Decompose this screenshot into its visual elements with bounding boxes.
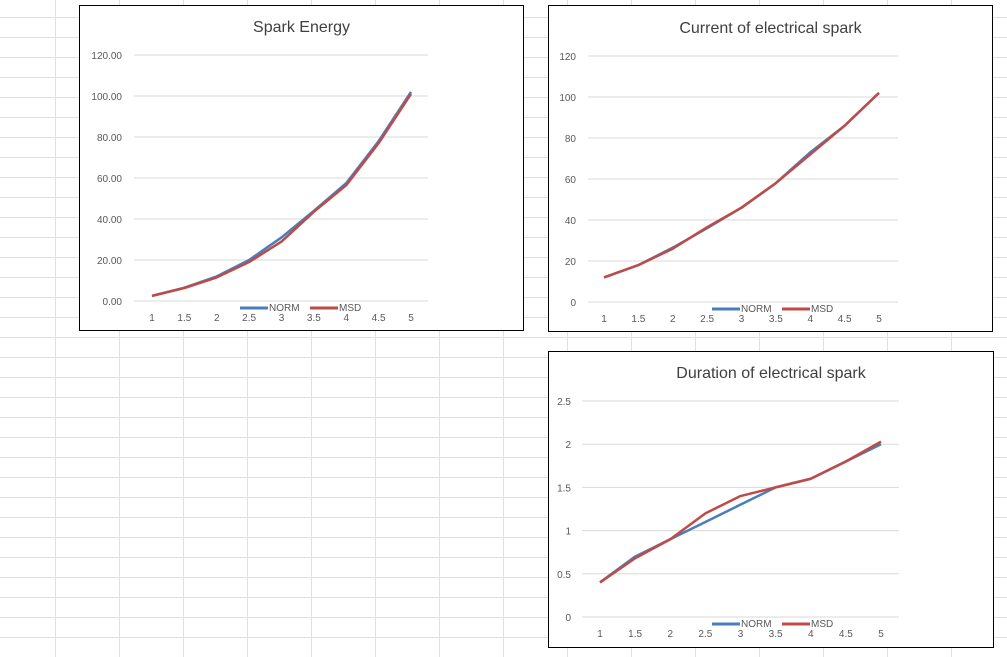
x-tick-label: 1.5	[177, 313, 191, 324]
series-line-norm	[603, 91, 880, 279]
x-tick-label: 2.5	[700, 314, 714, 325]
y-tick-label: 0.5	[557, 570, 571, 581]
x-tick-label: 4	[807, 314, 813, 325]
series-line-norm	[151, 91, 413, 298]
y-tick-label: 40.00	[97, 215, 122, 226]
x-tick-label: 3.5	[307, 313, 321, 324]
x-tick-label: 3.5	[769, 629, 783, 640]
y-tick-label: 0.00	[103, 297, 123, 308]
x-tick-label: 4	[808, 629, 814, 640]
x-tick-label: 4.5	[839, 629, 853, 640]
y-tick-label: 100.00	[91, 92, 122, 103]
y-tick-label: 0	[570, 298, 576, 309]
legend-label: MSD	[811, 304, 833, 315]
legend-label: NORM	[741, 304, 772, 315]
x-tick-label: 1	[597, 629, 603, 640]
x-tick-label: 3	[738, 629, 744, 640]
y-tick-label: 1.5	[557, 483, 571, 494]
x-tick-label: 5	[876, 314, 882, 325]
plot: 0 20 40 60 80 100 120 1 1.5 2 2.5 3 3.5 4 4.5 5 NORM MSD	[559, 52, 898, 325]
chart-duration[interactable]: Duration of electrical spark 0 0.5 1 1.5 2 2.…	[548, 351, 994, 648]
y-tick-label: 80	[565, 134, 577, 145]
y-tick-label: 2	[565, 440, 571, 451]
x-tick-label: 2.5	[698, 629, 712, 640]
chart-title: Duration of electrical spark	[676, 365, 866, 382]
chart-current[interactable]: Current of electrical spark 0 20 40 60 80 100…	[548, 5, 993, 332]
y-tick-label: 80.00	[97, 133, 122, 144]
x-tick-label: 3.5	[769, 314, 783, 325]
x-tick-label: 1	[601, 314, 607, 325]
x-tick-label: 1.5	[628, 629, 642, 640]
y-tick-label: 2.5	[557, 397, 571, 408]
x-tick-label: 2.5	[242, 313, 256, 324]
x-tick-label: 2	[670, 314, 676, 325]
series-line-msd	[603, 91, 880, 279]
x-tick-label: 4	[343, 313, 349, 324]
chart-title: Spark Energy	[253, 19, 350, 36]
legend-label: MSD	[811, 619, 833, 630]
y-tick-label: 20	[565, 257, 577, 268]
plot: 0.00 20.00 40.00 60.00 80.00 100.00 120.00 1 1.5…	[91, 51, 428, 324]
chart-title: Current of electrical spark	[679, 20, 862, 37]
y-tick-label: 20.00	[97, 256, 122, 267]
x-tick-label: 4.5	[838, 314, 852, 325]
x-tick-label: 5	[878, 629, 884, 640]
legend-label: NORM	[269, 303, 300, 314]
x-tick-label: 3	[739, 314, 745, 325]
chart-spark-energy[interactable]: Spark Energy 0.00 20.00 40.00 60.00 80.00 100…	[79, 5, 524, 331]
x-tick-label: 1.5	[631, 314, 645, 325]
x-tick-label: 2	[214, 313, 220, 324]
x-tick-label: 5	[408, 313, 414, 324]
y-tick-label: 40	[565, 216, 577, 227]
y-tick-label: 1	[565, 527, 571, 538]
legend-label: MSD	[339, 303, 361, 314]
x-tick-label: 2	[667, 629, 673, 640]
series-line-msd	[151, 93, 413, 298]
x-tick-label: 1	[149, 313, 155, 324]
y-tick-label: 120	[559, 52, 576, 63]
series-line-msd	[599, 440, 882, 584]
y-tick-label: 60	[565, 175, 577, 186]
plot: 0 0.5 1 1.5 2 2.5 1 1.5 2 2.5 3 3.5 4 4.5 5 NORM MSD	[557, 397, 899, 640]
x-tick-label: 4.5	[372, 313, 386, 324]
y-tick-label: 120.00	[91, 51, 122, 62]
y-tick-label: 60.00	[97, 174, 122, 185]
y-tick-label: 0	[565, 613, 571, 624]
y-tick-label: 100	[559, 93, 576, 104]
legend-label: NORM	[741, 619, 772, 630]
x-tick-label: 3	[279, 313, 285, 324]
